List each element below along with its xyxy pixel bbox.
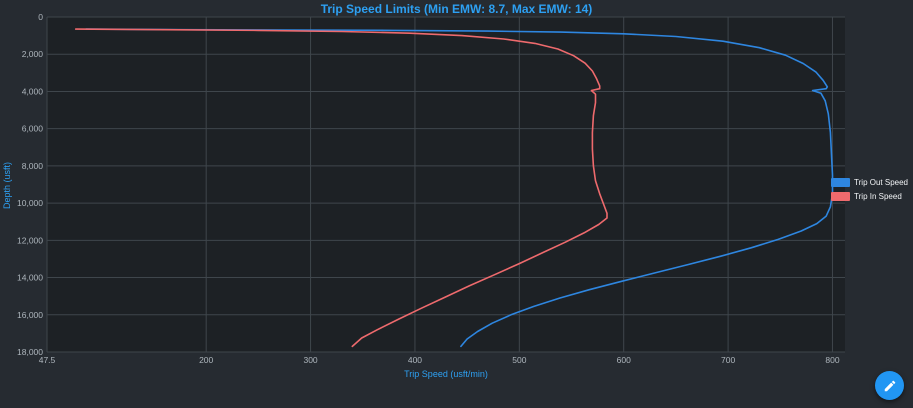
y-tick-label: 0 xyxy=(38,12,43,22)
pencil-icon xyxy=(883,379,897,393)
legend-swatch xyxy=(831,192,851,201)
x-tick-label: 400 xyxy=(408,355,422,365)
y-tick-label: 12,000 xyxy=(17,235,43,245)
y-tick-label: 8,000 xyxy=(22,161,44,171)
y-tick-label: 4,000 xyxy=(22,86,44,96)
edit-fab[interactable] xyxy=(875,371,904,400)
x-tick-label: 800 xyxy=(825,355,839,365)
y-tick-label: 14,000 xyxy=(17,273,43,283)
x-axis-title: Trip Speed (usft/min) xyxy=(404,369,488,379)
legend-swatch xyxy=(831,178,851,187)
y-tick-label: 18,000 xyxy=(17,347,43,357)
chart-title: Trip Speed Limits (Min EMW: 8.7, Max EMW… xyxy=(320,2,593,16)
y-tick-label: 10,000 xyxy=(17,198,43,208)
series-trip-out-speed xyxy=(85,28,834,348)
y-tick-label: 2,000 xyxy=(22,49,44,59)
y-tick-label: 6,000 xyxy=(22,124,44,134)
x-tick-label: 47.5 xyxy=(39,355,56,365)
x-tick-label: 500 xyxy=(512,355,526,365)
legend-label: Trip Out Speed xyxy=(854,178,908,187)
x-tick-label: 600 xyxy=(617,355,631,365)
legend-label: Trip In Speed xyxy=(854,192,902,201)
x-tick-label: 300 xyxy=(303,355,317,365)
y-tick-label: 16,000 xyxy=(17,310,43,320)
series-trip-in-speed xyxy=(74,28,608,348)
legend: Trip Out Speed Trip In Speed xyxy=(831,178,908,201)
y-axis-title: Depth (usft) xyxy=(2,161,12,209)
x-tick-label: 200 xyxy=(199,355,213,365)
x-tick-label: 700 xyxy=(721,355,735,365)
legend-item-trip-out-speed[interactable]: Trip Out Speed xyxy=(831,178,908,187)
plot-area xyxy=(47,17,845,352)
legend-item-trip-in-speed[interactable]: Trip In Speed xyxy=(831,192,908,201)
